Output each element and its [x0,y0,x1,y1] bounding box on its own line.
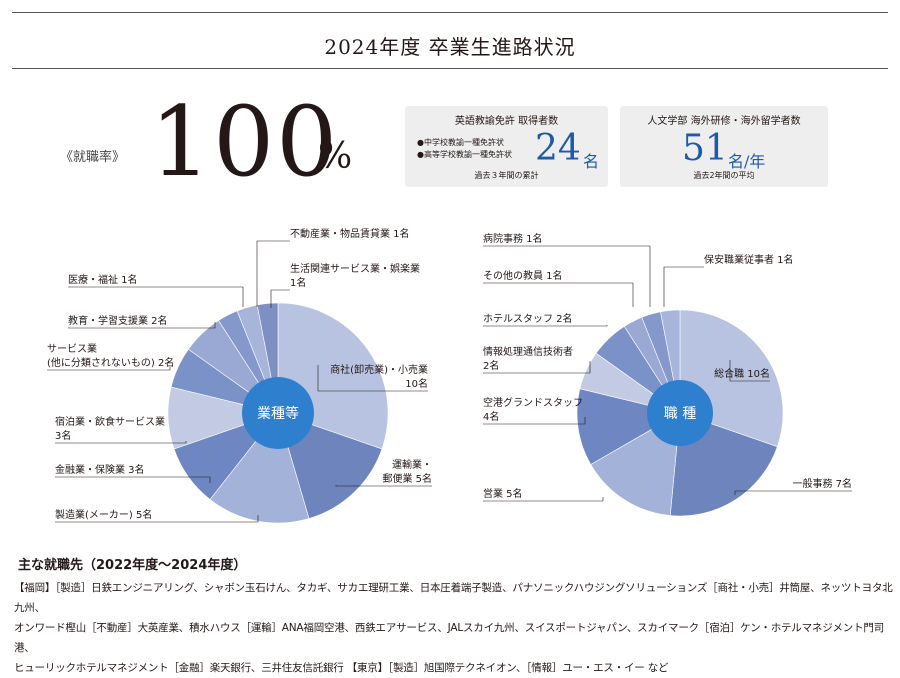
pie-label: 郵便業 5名 [382,472,432,485]
study-abroad-unit: 名/年 [728,152,766,171]
english-license-item: ●中学校教諭一種免許状 [417,138,504,147]
pie-label: 10名 [405,377,428,390]
employment-rate-label: 《就職率》 [60,150,126,165]
leader-line [68,322,216,329]
pie-label: 商社(卸売業)・小売業 [330,363,428,376]
leader-line [734,490,852,495]
pie-label: 1名 [290,276,306,289]
title-rule [12,68,888,69]
leader-line [483,245,651,307]
study-abroad-title: 人文学部 海外研修・海外留学者数 [647,116,801,127]
pie-label: その他の教員 1名 [483,269,563,282]
leader-line [317,365,428,392]
employers-list: 【福岡】［製造］日鉄エンジニアリング、シャボン玉石けん、タカギ、サカエ理研工業、… [14,578,894,678]
leader-line [483,282,634,307]
pie-slice [277,412,383,519]
leader-line [270,289,290,308]
employers-line: ヒューリックホテルマネジメント［金融］楽天銀行、三井住友信託銀行 【東京】［製造… [14,662,669,674]
study-abroad-note: 過去2年間の平均 [693,171,755,180]
pie-label: 不動産業・物品賃貸業 1名 [290,227,410,240]
english-license-items: ●中学校教諭一種免許状 ●高等学校教諭一種免許状 [417,137,512,161]
pie-label: 一般事務 7名 [792,477,852,490]
leader-line [55,476,211,483]
pie-label: 2名 [483,359,499,372]
english-license-value: 24 [535,128,581,169]
leader-line [335,485,432,487]
pie-label: 総合職 10名 [714,367,770,380]
pie-label: 病院事務 1名 [483,232,543,245]
employers-line: オンワード樫山［不動産］大英産業、積水ハウス［運輸］ANA福岡空港、西鉄エアサー… [14,622,885,654]
pie-label: 営業 5名 [483,487,523,500]
english-license-unit: 名 [583,152,600,171]
pie-label: 3名 [55,429,71,442]
leader-line [256,240,290,307]
english-license-box: 英語教諭免許 取得者数 ●中学校教諭一種免許状 ●高等学校教諭一種免許状 24 … [405,106,608,187]
pie-center-label: 業種等 [257,405,299,422]
leader-line [483,497,604,502]
leader-line [55,441,187,444]
english-license-note: 過去３年間の累計 [474,171,539,180]
pie-label: 生活関連サービス業・娯楽業 [290,262,420,275]
leader-line [483,417,586,425]
leader-line [55,515,259,523]
leader-line [68,286,244,307]
pie-slice [590,412,681,516]
pie-label: (他に分類されないもの) 2名 [47,356,174,369]
leader-line [663,266,704,307]
leader-line [483,361,591,374]
pie-center [647,380,713,446]
pie-label: 4名 [483,410,499,423]
employment-rate-value: 100 [150,86,340,198]
study-abroad-box: 人文学部 海外研修・海外留学者数 51 名/年 過去2年間の平均 [620,106,828,187]
pie-label: 教育・学習支援業 2名 [68,314,168,327]
pie-label: 情報処理通信技術者 [483,345,573,358]
pie-label: 宿泊業・飲食サービス業 [55,415,165,428]
employment-rate-unit: % [318,136,353,177]
pie-center-label: 職 種 [664,406,696,422]
pie-label: 金融業・保険業 3名 [55,463,145,476]
pie-label: サービス業 [47,342,97,355]
employers-heading: 主な就職先（2022年度〜2024年度） [18,558,247,573]
pie-label: 医療・福祉 1名 [68,273,138,286]
page-title: 2024年度 卒業生進路状況 [324,35,576,59]
top-rule [12,12,888,13]
leader-line [47,367,171,371]
english-license-title: 英語教諭免許 取得者数 [454,116,559,127]
pie-center [242,377,314,449]
leader-line [483,325,608,327]
study-abroad-value: 51 [682,128,728,169]
pie-label: ホテルスタッフ 2名 [483,312,573,325]
english-license-item: ●高等学校教諭一種免許状 [417,150,512,159]
pie-label: 運輸業・ [392,458,432,471]
leader-line [729,360,770,382]
pie-label: 製造業(メーカー) 5名 [55,508,152,521]
pie-label: 空港グランドスタッフ [483,396,583,409]
employers-line: 【福岡】［製造］日鉄エンジニアリング、シャボン玉石けん、タカギ、サカエ理研工業、… [14,582,893,614]
pie-label: 保安職業従事者 1名 [704,253,794,266]
